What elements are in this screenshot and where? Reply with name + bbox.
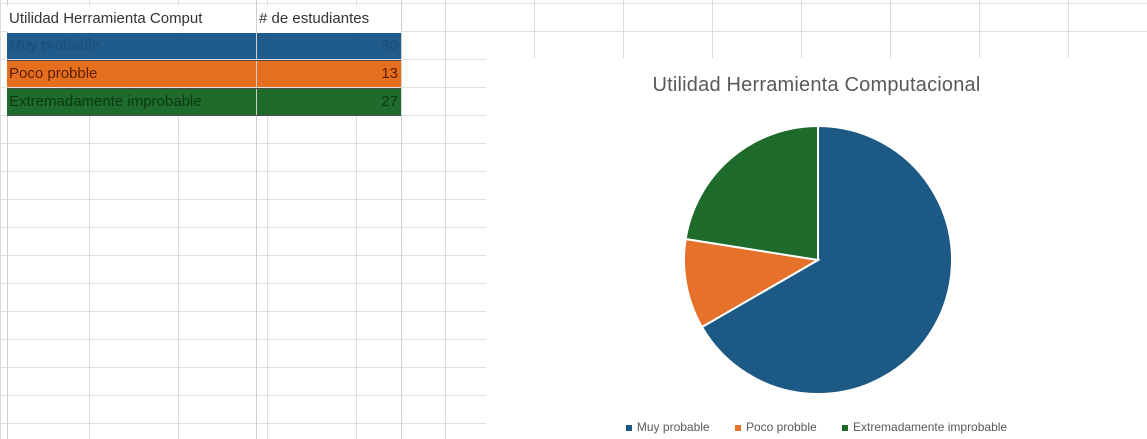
legend-item: Extremadamente improbable xyxy=(842,420,1007,434)
data-cell-label[interactable]: Extremadamente improbable xyxy=(7,89,256,115)
data-cell-value[interactable]: 13 xyxy=(257,61,401,87)
chart-title: Utilidad Herramienta Computacional xyxy=(652,74,981,96)
column-divider-b xyxy=(256,0,257,439)
data-cell-label[interactable]: Muy probable xyxy=(7,33,256,59)
legend-label: Poco probble xyxy=(745,420,817,434)
data-cell-value[interactable]: 27 xyxy=(257,89,401,115)
pie-slice[interactable] xyxy=(700,124,953,395)
pie-slice[interactable] xyxy=(684,124,819,262)
data-cell-label[interactable]: Poco probble xyxy=(7,61,256,87)
pie-plot-area xyxy=(683,124,953,395)
column-divider-a xyxy=(7,0,8,439)
data-cell-value[interactable]: 80 xyxy=(257,33,401,59)
row-border xyxy=(7,88,401,89)
legend-label: Muy probable xyxy=(636,420,710,434)
chart-legend: Muy probable Poco probble Extremadamente… xyxy=(486,420,1147,434)
pie-chart[interactable]: Utilidad Herramienta Computacional Muy p… xyxy=(486,58,1147,439)
column-divider-c xyxy=(401,0,402,439)
legend-item: Muy probable xyxy=(625,420,710,434)
header-cell-count[interactable]: # de estudiantes xyxy=(257,6,401,32)
pie-slice[interactable] xyxy=(683,237,821,329)
row-border xyxy=(7,60,401,61)
legend-item: Poco probble xyxy=(734,420,817,434)
legend-swatch xyxy=(625,424,632,431)
legend-swatch xyxy=(842,424,849,431)
legend-label: Extremadamente improbable xyxy=(853,420,1008,434)
legend-swatch xyxy=(734,424,741,431)
header-cell-category[interactable]: Utilidad Herramienta Comput xyxy=(7,6,256,32)
row-border xyxy=(7,115,401,116)
